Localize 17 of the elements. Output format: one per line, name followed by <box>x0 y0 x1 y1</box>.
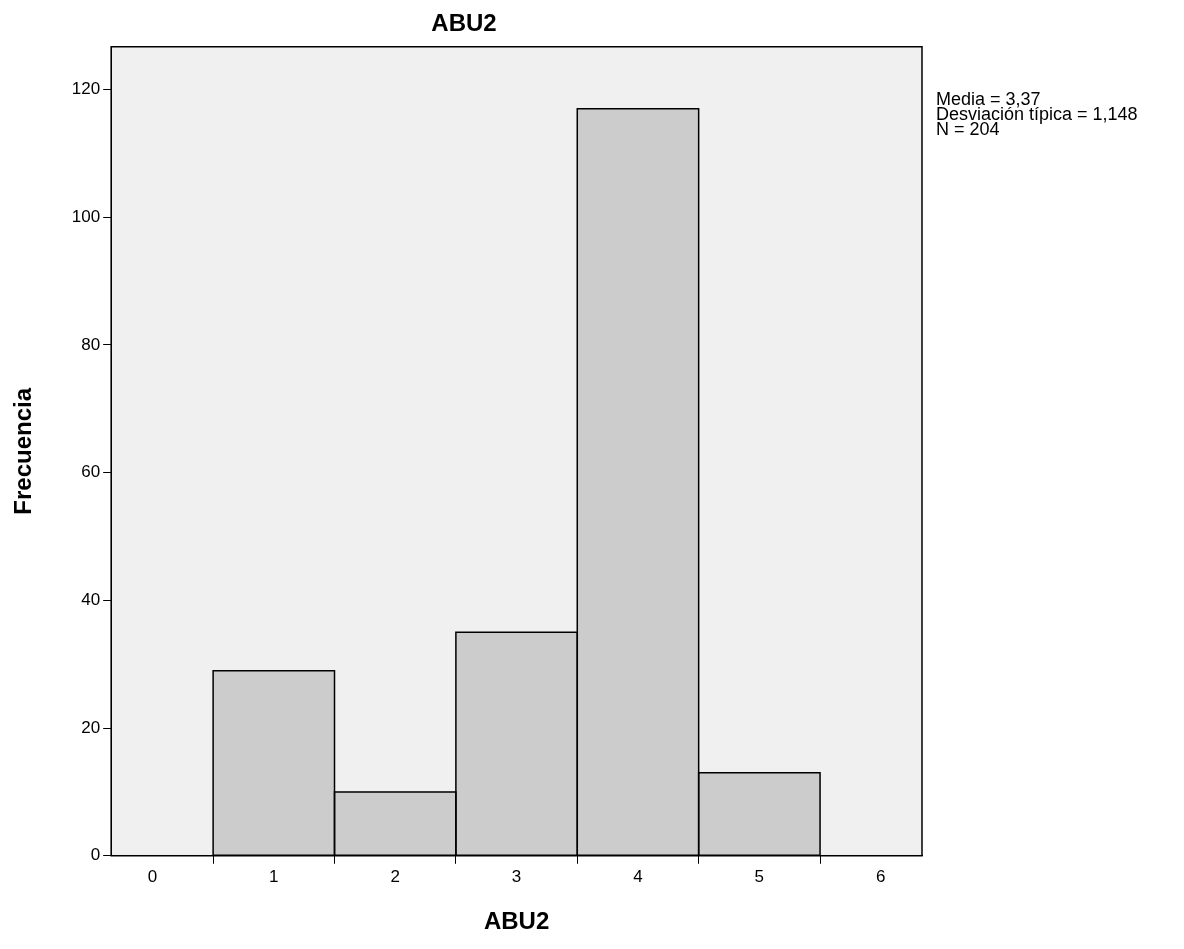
x-tick-label: 5 <box>754 866 765 886</box>
chart-title: ABU2 <box>431 9 497 37</box>
x-tick-label: 4 <box>633 866 643 886</box>
y-tick-label: 120 <box>71 79 101 99</box>
x-tick-label: 2 <box>390 866 400 886</box>
x-tick-label: 0 <box>147 866 158 886</box>
y-tick-label: 80 <box>81 334 101 354</box>
y-axis-title: Frecuencia <box>9 387 37 515</box>
y-tick-label: 60 <box>81 462 101 482</box>
y-tick-label: 0 <box>90 845 101 865</box>
x-tick-label: 1 <box>269 866 279 886</box>
y-tick-label: 100 <box>71 206 101 226</box>
y-tick-label: 40 <box>81 590 101 610</box>
y-tick-label: 20 <box>81 717 101 737</box>
x-tick-label: 3 <box>511 866 522 886</box>
x-tick-label: 6 <box>876 866 886 886</box>
x-axis-title: ABU2 <box>483 907 550 935</box>
